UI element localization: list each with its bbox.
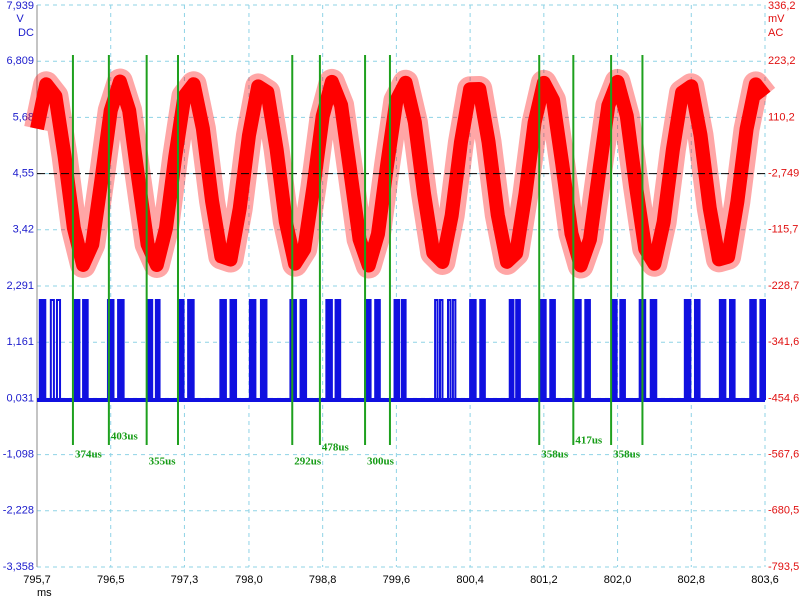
y2-tick-label: 336,2 xyxy=(768,0,796,12)
x-tick-label: 796,5 xyxy=(97,574,125,586)
y2-tick-label: -567,6 xyxy=(768,449,799,461)
x-tick-label: 803,6 xyxy=(751,574,779,586)
measurement-label: 355us xyxy=(149,456,177,468)
y-tick-label: 6,809 xyxy=(6,55,34,67)
y2-tick-label: 110,2 xyxy=(768,111,795,123)
digital-pulse xyxy=(229,298,238,401)
digital-pulse xyxy=(393,298,401,401)
digital-pulse xyxy=(683,298,692,401)
digital-pulse xyxy=(434,298,444,401)
y-coupling: DC xyxy=(18,27,34,39)
x-tick-label: 795,7 xyxy=(23,574,51,586)
y-tick-label: 4,55 xyxy=(13,168,34,180)
digital-pulse xyxy=(611,298,618,401)
x-tick-label: 801,2 xyxy=(530,574,558,586)
digital-pulse xyxy=(728,298,736,401)
digital-pulse xyxy=(117,298,125,401)
digital-pulse xyxy=(82,298,89,401)
measurement-label: 417us xyxy=(575,435,603,447)
y-unit: V xyxy=(16,13,24,25)
x-tick-label: 799,6 xyxy=(383,574,411,586)
y2-tick-label: -341,6 xyxy=(768,336,799,348)
y2-tick-label: -680,5 xyxy=(768,505,799,517)
digital-pulse xyxy=(549,298,556,401)
y2-tick-label: -2,749 xyxy=(768,168,799,180)
y2-tick-label: -228,7 xyxy=(768,280,799,292)
x-tick-label: 798,0 xyxy=(235,574,263,586)
digital-pulse xyxy=(759,298,766,401)
y-tick-label: 1,161 xyxy=(6,336,34,348)
y-tick-label: 0,031 xyxy=(6,392,34,404)
digital-pulse xyxy=(49,298,62,401)
digital-pulse xyxy=(749,298,757,401)
y-tick-label: 5,68 xyxy=(13,111,34,123)
x-tick-label: 800,4 xyxy=(456,574,484,586)
measurement-label: 300us xyxy=(367,456,395,468)
measurement-label: 292us xyxy=(294,456,322,468)
digital-pulse xyxy=(325,298,333,401)
x-tick-label: 802,0 xyxy=(604,574,632,586)
digital-pulse xyxy=(718,298,727,401)
y2-unit: mV xyxy=(768,13,785,25)
analog-trace xyxy=(30,74,771,273)
digital-pulse xyxy=(146,298,154,401)
digital-pulse xyxy=(299,298,308,401)
digital-pulse xyxy=(73,298,81,401)
digital-pulse xyxy=(259,298,268,401)
digital-pulse xyxy=(374,298,381,401)
digital-pulse xyxy=(248,298,257,401)
digital-pulse xyxy=(479,298,486,401)
digital-pulse xyxy=(154,298,161,401)
digital-pulse xyxy=(649,298,658,401)
measurement-label: 358us xyxy=(613,449,641,461)
digital-pulse xyxy=(219,298,227,401)
y-tick-label: 7,939 xyxy=(6,0,34,12)
y-tick-label: 3,42 xyxy=(13,224,34,236)
y-tick-label: 2,291 xyxy=(6,280,34,292)
digital-pulse xyxy=(334,298,342,401)
digital-pulse xyxy=(38,298,47,401)
y-tick-label: -3,358 xyxy=(3,561,34,573)
y2-tick-label: -115,7 xyxy=(768,224,798,236)
digital-pulse xyxy=(508,298,515,401)
y2-tick-label: 223,2 xyxy=(768,55,796,67)
y-tick-label: -2,228 xyxy=(3,505,34,517)
y2-tick-label: -454,6 xyxy=(768,392,799,404)
y2-tick-label: -793,5 xyxy=(768,561,799,573)
measurement-label: 374us xyxy=(75,449,103,461)
digital-pulse xyxy=(539,298,547,401)
digital-pulse xyxy=(469,298,477,401)
x-tick-label: 797,3 xyxy=(171,574,199,586)
digital-pulse xyxy=(187,298,195,401)
digital-pulse xyxy=(446,298,457,401)
digital-pulse xyxy=(515,298,521,401)
digital-pulse xyxy=(584,298,591,401)
digital-pulse xyxy=(574,298,582,401)
y2-coupling: AC xyxy=(768,27,783,39)
digital-pulse xyxy=(693,298,701,401)
measurement-label: 358us xyxy=(541,449,569,461)
measurement-label: 478us xyxy=(322,442,350,454)
measurement-label: 403us xyxy=(111,431,139,443)
x-tick-label: 798,8 xyxy=(309,574,337,586)
digital-pulse xyxy=(400,298,407,401)
x-tick-label: 802,8 xyxy=(678,574,706,586)
digital-pulse xyxy=(619,298,626,401)
x-unit: ms xyxy=(37,587,52,599)
y-tick-label: -1,098 xyxy=(3,448,34,460)
